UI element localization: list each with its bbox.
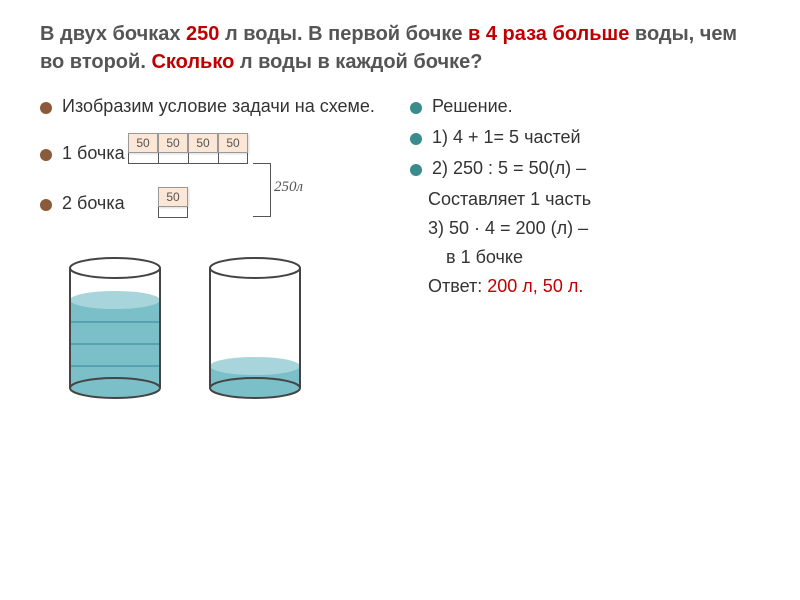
barrel1-label: 1 бочка (62, 143, 125, 164)
barrel2-boxes: 50 (158, 187, 188, 207)
step2: 2) 250 : 5 = 50(л) – (410, 158, 760, 179)
value-box: 50 (158, 133, 188, 153)
sum-bracket (253, 163, 271, 217)
title-accent: в 4 раза больше (468, 23, 635, 45)
step-text: 3) 50 · 4 = 200 (л) – (428, 218, 588, 238)
barrel1-svg (70, 258, 160, 398)
barrel2-baseline (158, 217, 188, 218)
left-column: Изобразим условие задачи на схеме. 1 боч… (40, 96, 390, 413)
title-accent: Сколько (151, 51, 239, 73)
value-box: 50 (158, 187, 188, 207)
right-column: Решение. 1) 4 + 1= 5 частей 2) 250 : 5 =… (410, 96, 760, 413)
step-text: Составляет 1 часть (428, 189, 591, 209)
title-text: л воды в каждой бочке? (240, 51, 483, 73)
title-text: л воды. В первой бочке (225, 23, 468, 45)
answer-label: Ответ: (428, 276, 487, 296)
bullet-icon (410, 102, 422, 114)
step3: 3) 50 · 4 = 200 (л) – (410, 218, 760, 239)
step1: 1) 4 + 1= 5 частей (410, 127, 760, 148)
step3-cont: в 1 бочке (410, 247, 760, 268)
scheme-intro: Изобразим условие задачи на схеме. (40, 96, 390, 117)
barrel1-baseline (128, 163, 248, 164)
barrel2-svg (210, 258, 300, 398)
value-box: 50 (188, 133, 218, 153)
barrel1-ticks (128, 153, 248, 163)
step-text: в 1 бочке (446, 247, 523, 267)
barrel1-row: 1 бочка (40, 143, 125, 164)
bullet-icon (40, 149, 52, 161)
scheme-diagram: 1 бочка 50 50 50 50 2 бочка 50 (58, 127, 390, 227)
title-text: В двух бочках (40, 23, 186, 45)
value-box: 50 (218, 133, 248, 153)
solution-label: Решение. (432, 96, 513, 117)
title-accent: 250 (186, 23, 225, 45)
content-columns: Изобразим условие задачи на схеме. 1 боч… (40, 96, 760, 413)
answer-line: Ответ: 200 л, 50 л. (410, 276, 760, 297)
barrel2-row: 2 бочка (40, 193, 125, 214)
barrels-illustration (50, 238, 330, 408)
bullet-icon (40, 102, 52, 114)
value-box: 50 (128, 133, 158, 153)
bullet-icon (40, 199, 52, 211)
bracket-label: 250л (274, 179, 303, 196)
barrel1-boxes: 50 50 50 50 (128, 133, 248, 153)
step2-cont: Составляет 1 часть (410, 189, 760, 210)
answer-value: 200 л, 50 л. (487, 276, 583, 296)
scheme-text: Изобразим условие задачи на схеме. (62, 96, 375, 117)
step-text: 1) 4 + 1= 5 частей (432, 127, 581, 148)
barrel2-label: 2 бочка (62, 193, 125, 214)
solution-header: Решение. (410, 96, 760, 117)
problem-title: В двух бочках 250 л воды. В первой бочке… (40, 20, 760, 76)
bullet-icon (410, 164, 422, 176)
barrel2-ticks (158, 207, 188, 217)
bullet-icon (410, 133, 422, 145)
step-text: 2) 250 : 5 = 50(л) – (432, 158, 586, 179)
